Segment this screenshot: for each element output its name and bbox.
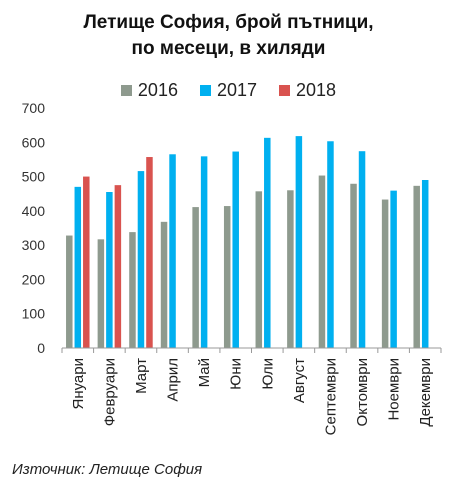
- legend-label-2016: 2016: [137, 80, 178, 100]
- x-tick-label: Октомври: [354, 358, 371, 426]
- legend-item-2017: 2017: [199, 80, 258, 101]
- x-tick-label: Септември: [322, 358, 339, 435]
- x-tick-label: Март: [133, 358, 150, 394]
- bar-2016-10: [381, 199, 389, 348]
- bar-2017-9: [358, 151, 366, 348]
- bar-2017-0: [74, 186, 82, 348]
- bar-2016-8: [318, 175, 326, 348]
- bar-2016-2: [129, 232, 136, 348]
- legend-item-2018: 2018: [279, 80, 336, 101]
- bar-2016-7: [287, 190, 294, 348]
- bar-2016-4: [192, 207, 199, 348]
- y-tick-label: 100: [22, 306, 46, 322]
- y-tick-label: 200: [22, 271, 46, 287]
- y-tick-label: 300: [22, 237, 46, 253]
- chart-legend: 2016 2017 2018: [0, 80, 457, 101]
- chart-title: Летище София, брой пътници, по месеци, в…: [0, 10, 457, 62]
- x-tick-label: Януари: [70, 358, 87, 410]
- bar-2016-1: [97, 239, 105, 348]
- bar-chart: 0 100 200 300 400 500 600 700 Януари Февруари Март…: [22, 100, 442, 435]
- bar-2017-1: [106, 192, 113, 348]
- legend-swatch-2017: [199, 85, 211, 96]
- bar-2017-10: [390, 190, 397, 348]
- y-tick-label: 400: [22, 203, 46, 219]
- bar-2017-6: [264, 137, 271, 348]
- bar-2017-4: [200, 156, 208, 348]
- legend-label-2018: 2018: [296, 80, 337, 100]
- y-tick-label: 0: [37, 340, 45, 356]
- bar-2016-3: [160, 221, 168, 348]
- x-tick-label: Април: [165, 358, 182, 402]
- bar-2016-6: [255, 191, 263, 348]
- y-tick-label: 700: [22, 100, 46, 116]
- bar-2017-7: [295, 136, 303, 348]
- bar-2017-2: [137, 171, 145, 348]
- legend-swatch-2018: [279, 85, 291, 96]
- legend-swatch-2016: [120, 85, 132, 96]
- x-tick-label: Май: [196, 358, 213, 387]
- bar-2018-1: [114, 185, 122, 348]
- legend-label-2017: 2017: [216, 80, 258, 100]
- bar-2017-3: [169, 154, 176, 348]
- legend-item-2016: 2016: [120, 80, 178, 101]
- bar-2016-9: [350, 183, 357, 348]
- bar-2017-11: [421, 180, 429, 348]
- bar-2018-0: [83, 176, 90, 348]
- x-tick-label: Ноември: [386, 358, 403, 421]
- chart-title-line-1: Летище София, брой пътници,: [83, 12, 374, 33]
- bar-2017-8: [327, 141, 334, 348]
- chart-title-line-2: по месеци, в хиляди: [131, 38, 326, 59]
- x-tick-label: Февруари: [101, 358, 118, 426]
- x-tick-label: Юни: [228, 358, 245, 390]
- bar-2018-2: [146, 157, 153, 348]
- y-tick-label: 500: [22, 169, 46, 185]
- bar-2017-5: [232, 151, 239, 348]
- bar-2016-0: [66, 235, 73, 348]
- source-note: Източник: Летище София: [12, 461, 203, 478]
- x-tick-label: Декември: [417, 358, 434, 427]
- x-tick-label: Юли: [259, 358, 276, 390]
- bar-2016-11: [413, 185, 420, 348]
- x-tick-label: Август: [291, 358, 308, 403]
- y-tick-label: 600: [22, 134, 46, 150]
- bar-2016-5: [223, 206, 231, 348]
